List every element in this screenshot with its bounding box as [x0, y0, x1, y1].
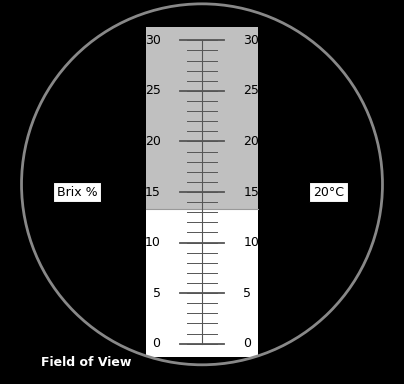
Text: 10: 10: [244, 236, 259, 249]
Text: 15: 15: [145, 185, 160, 199]
Text: 20: 20: [145, 135, 160, 148]
Text: 0: 0: [244, 337, 251, 350]
Text: 20°C: 20°C: [313, 185, 344, 199]
Text: Brix %: Brix %: [57, 185, 97, 199]
Text: 20: 20: [244, 135, 259, 148]
Text: 0: 0: [153, 337, 160, 350]
Text: 10: 10: [145, 236, 160, 249]
Text: 30: 30: [145, 34, 160, 47]
Text: 5: 5: [153, 286, 160, 300]
Text: Field of View: Field of View: [41, 356, 131, 369]
Text: 15: 15: [244, 185, 259, 199]
Text: 25: 25: [145, 84, 160, 98]
Bar: [146, 27, 258, 209]
Text: 25: 25: [244, 84, 259, 98]
Text: 30: 30: [244, 34, 259, 47]
Bar: [146, 209, 258, 357]
Text: 5: 5: [244, 286, 251, 300]
